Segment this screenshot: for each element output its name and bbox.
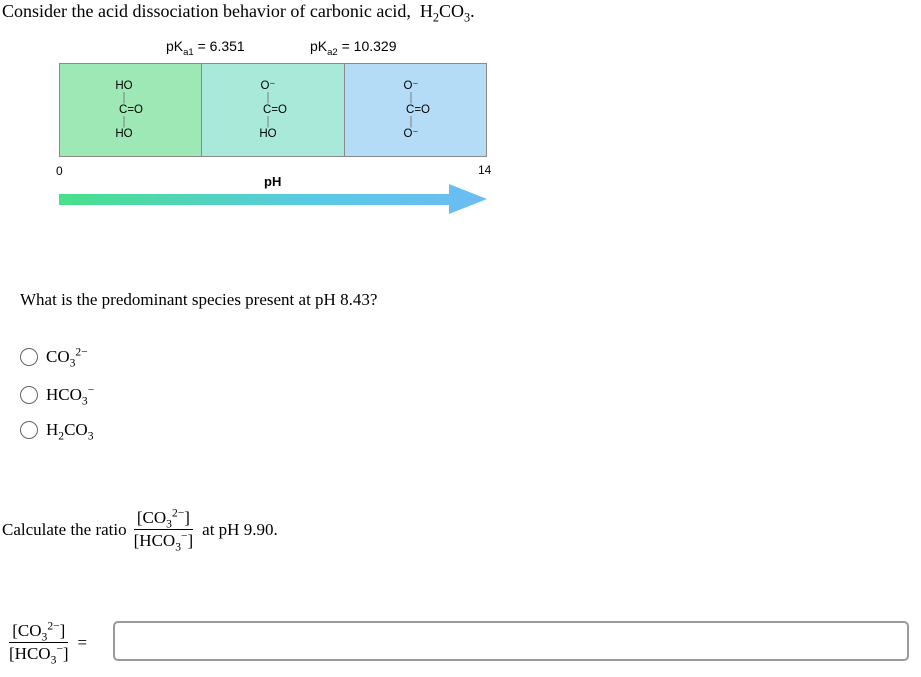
option-carbonate[interactable]: CO32− <box>20 345 88 370</box>
pka2-label: pKa2 = 10.329 <box>310 38 397 58</box>
structure-carbonate: O⁻ | C=O | O⁻ <box>403 80 430 140</box>
region-carbonate <box>345 63 487 157</box>
option-label: CO32− <box>46 345 88 370</box>
radio-button[interactable] <box>20 348 38 366</box>
ratio-question: Calculate the ratio [CO32−] [HCO3−] at p… <box>2 506 278 554</box>
ratio-fraction: [CO32−] [HCO3−] <box>133 506 194 554</box>
radio-button[interactable] <box>20 386 38 404</box>
pka1-label: pKa1 = 6.351 <box>166 38 245 58</box>
option-bicarbonate[interactable]: HCO3− <box>20 383 95 408</box>
predominant-species-question: What is the predominant species present … <box>20 290 378 309</box>
acid-formula: H2CO3. <box>419 1 475 25</box>
axis-max-label: 14 <box>478 163 492 177</box>
region-bicarbonate <box>202 63 345 157</box>
option-label: H2CO3 <box>46 420 94 443</box>
structure-carbonic-acid: HO | C=O | HO <box>115 80 143 140</box>
option-carbonic-acid[interactable]: H2CO3 <box>20 420 94 443</box>
axis-title: pH <box>264 174 282 189</box>
ph-arrow-icon <box>59 184 487 214</box>
region-acid <box>59 63 202 157</box>
option-label: HCO3− <box>46 383 95 408</box>
answer-label: [CO32−] [HCO3−] = <box>6 619 88 667</box>
structure-bicarbonate: O⁻ | C=O | HO <box>259 80 287 140</box>
radio-button[interactable] <box>20 421 38 439</box>
answer-fraction: [CO32−] [HCO3−] <box>9 619 69 667</box>
equals-sign: = <box>77 632 88 652</box>
question-intro: Consider the acid dissociation behavior … <box>2 1 475 25</box>
ratio-answer-input[interactable] <box>113 621 909 661</box>
axis-min-label: 0 <box>56 164 63 178</box>
